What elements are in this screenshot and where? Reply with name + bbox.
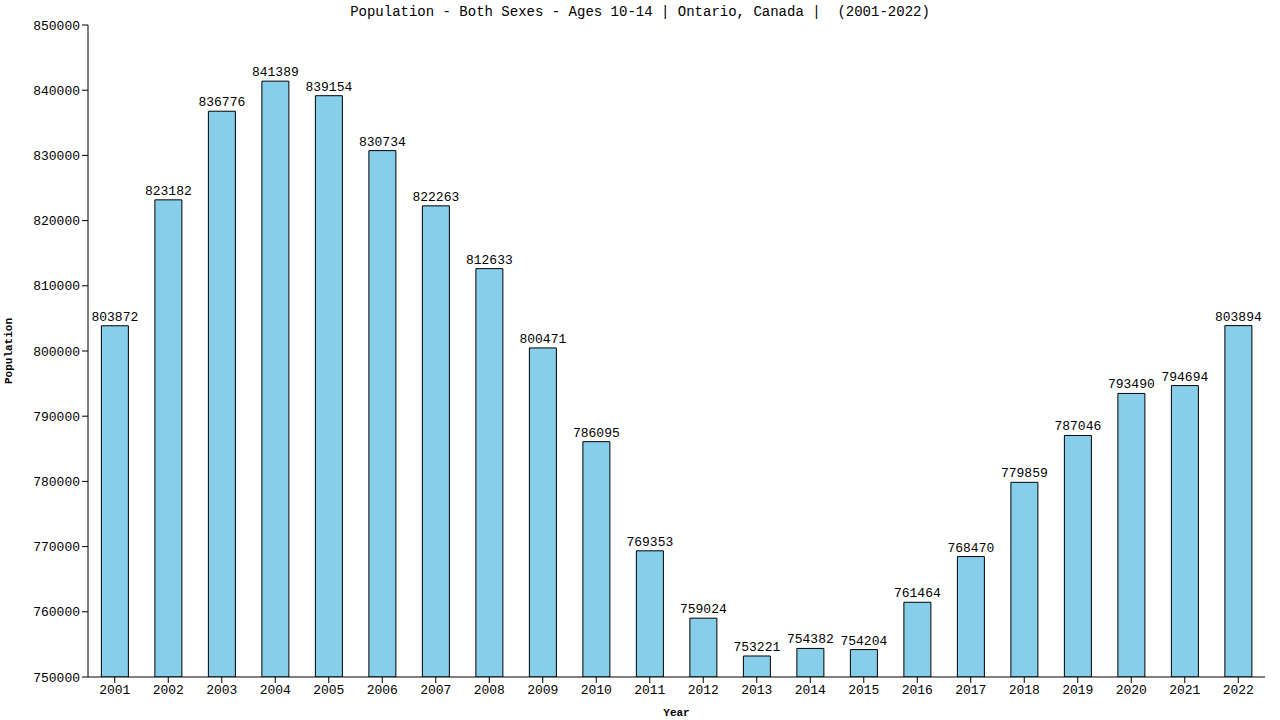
svg-text:2021: 2021 (1169, 683, 1200, 698)
svg-text:790000: 790000 (33, 410, 80, 425)
svg-text:2012: 2012 (688, 683, 719, 698)
svg-text:759024: 759024 (680, 602, 727, 617)
svg-text:2015: 2015 (848, 683, 879, 698)
svg-text:770000: 770000 (33, 540, 80, 555)
svg-text:786095: 786095 (573, 426, 620, 441)
svg-text:2013: 2013 (741, 683, 772, 698)
svg-text:2006: 2006 (367, 683, 398, 698)
svg-text:794694: 794694 (1161, 370, 1208, 385)
svg-text:2002: 2002 (153, 683, 184, 698)
svg-text:769353: 769353 (626, 535, 673, 550)
svg-text:830734: 830734 (359, 135, 406, 150)
svg-text:2007: 2007 (420, 683, 451, 698)
svg-text:780000: 780000 (33, 475, 80, 490)
svg-text:2010: 2010 (581, 683, 612, 698)
svg-text:2009: 2009 (527, 683, 558, 698)
svg-text:2016: 2016 (902, 683, 933, 698)
svg-text:2019: 2019 (1062, 683, 1093, 698)
svg-text:2008: 2008 (474, 683, 505, 698)
svg-text:2005: 2005 (313, 683, 344, 698)
svg-text:Year: Year (663, 707, 689, 719)
svg-text:753221: 753221 (733, 640, 780, 655)
svg-text:840000: 840000 (33, 84, 80, 99)
svg-text:803872: 803872 (91, 310, 138, 325)
svg-text:803894: 803894 (1215, 310, 1262, 325)
html-text:Population - Both Sexes - Ages: Population - Both Sexes - Ages 10-14 | O… (350, 4, 930, 20)
svg-text:2022: 2022 (1223, 683, 1254, 698)
svg-text:2020: 2020 (1116, 683, 1147, 698)
svg-text:750000: 750000 (33, 671, 80, 686)
svg-text:822263: 822263 (412, 190, 459, 205)
svg-text:2001: 2001 (99, 683, 130, 698)
svg-text:836776: 836776 (198, 95, 245, 110)
svg-text:810000: 810000 (33, 279, 80, 294)
svg-text:761464: 761464 (894, 586, 941, 601)
svg-text:800471: 800471 (519, 332, 566, 347)
svg-text:754204: 754204 (840, 634, 887, 649)
svg-text:2011: 2011 (634, 683, 665, 698)
svg-text:823182: 823182 (145, 184, 192, 199)
svg-text:787046: 787046 (1054, 419, 1101, 434)
svg-text:839154: 839154 (305, 80, 352, 95)
svg-text:754382: 754382 (787, 632, 834, 647)
svg-text:850000: 850000 (33, 19, 80, 34)
svg-text:Population: Population (8, 318, 15, 384)
svg-text:2003: 2003 (206, 683, 237, 698)
svg-text:2018: 2018 (1009, 683, 1040, 698)
svg-text:820000: 820000 (33, 214, 80, 229)
svg-text:841389: 841389 (252, 65, 299, 80)
svg-text:812633: 812633 (466, 253, 513, 268)
svg-text:760000: 760000 (33, 605, 80, 620)
svg-text:768470: 768470 (947, 541, 994, 556)
svg-text:793490: 793490 (1108, 377, 1155, 392)
svg-text:2004: 2004 (260, 683, 291, 698)
svg-text:2014: 2014 (795, 683, 826, 698)
svg-text:2017: 2017 (955, 683, 986, 698)
svg-text:830000: 830000 (33, 149, 80, 164)
svg-text:800000: 800000 (33, 345, 80, 360)
svg-text:779859: 779859 (1001, 466, 1048, 481)
